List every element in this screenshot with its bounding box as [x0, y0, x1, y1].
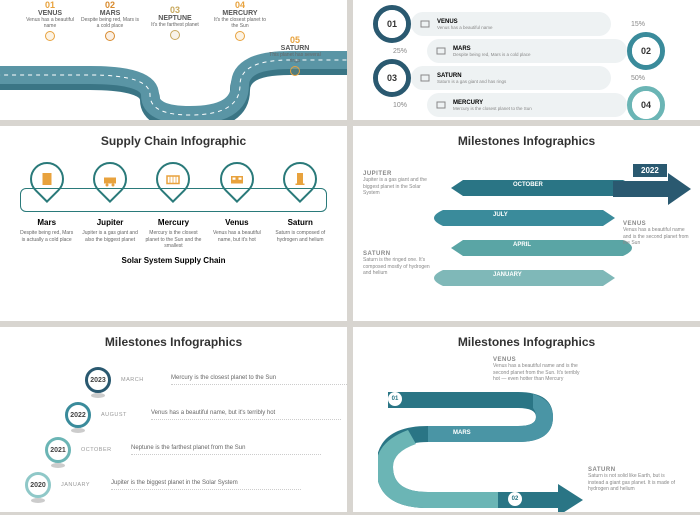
item-icon	[435, 45, 447, 57]
slide-supply-chain: Supply Chain Infographic MarsDespite bei…	[0, 126, 347, 321]
year-row: 2022 AUGUST Venus has a beautiful name, …	[65, 402, 341, 428]
item-icon	[419, 72, 431, 84]
year-badge: 2022	[633, 164, 667, 177]
stage-icon	[291, 170, 309, 188]
slide3-footer: Solar System Supply Chain	[0, 256, 347, 265]
curve-tag: MARS	[453, 430, 471, 436]
milestone-label: SATURNSaturn is the ringed one. It's com…	[363, 251, 433, 277]
year-row: 2020 JANUARY Jupiter is the biggest plan…	[25, 472, 301, 498]
slide4-title: Milestones Infographics	[353, 126, 700, 152]
milestone-label: VENUSVenus has a beautiful name and is t…	[623, 221, 693, 247]
supply-stage-text: JupiterJupiter is a gas giant and also t…	[81, 216, 139, 250]
month-label: JULY	[493, 212, 508, 218]
curve-tag: EARTH	[443, 482, 464, 488]
slide5-title: Milestones Infographics	[0, 327, 347, 353]
stage-icon	[38, 170, 56, 188]
month-label: OCTOBER	[513, 182, 543, 188]
supply-stage-text: MercuryMercury is the closest planet to …	[144, 216, 202, 250]
percentage-row: 10% MERCURYMercury is the closest planet…	[393, 86, 665, 120]
curve-label: SATURNSaturn is not solid like Earth, bu…	[588, 467, 678, 493]
road-stop: 04 MERCURY It's the closest planet to th…	[210, 0, 270, 43]
item-icon	[435, 99, 447, 111]
road-stop: 05 SATURN This planet has several rings	[265, 35, 325, 78]
year-row: 2021 OCTOBER Neptune is the farthest pla…	[45, 437, 321, 463]
item-icon	[419, 18, 431, 30]
month-label: APRIL	[513, 242, 531, 248]
year-row: 2023 MARCH Mercury is the closest planet…	[85, 367, 347, 393]
slide-milestones-serpentine: Milestones Infographics JUPITERJupiter i…	[353, 126, 700, 321]
connector-line	[20, 188, 327, 212]
supply-stage-text: MarsDespite being red, Mars is actually …	[18, 216, 76, 250]
milestone-label: JUPITERJupiter is a gas giant and the bi…	[363, 171, 433, 197]
road-stop: 03 NEPTUNE It's the farthest planet	[145, 5, 205, 42]
slide3-title: Supply Chain Infographic	[0, 126, 347, 152]
supply-stage-text: VenusVenus has a beautiful name, but it'…	[208, 216, 266, 250]
slide-percentage-list: 01 VENUSVenus has a beautiful name 15%25…	[353, 0, 700, 120]
supply-stage-text: SaturnSaturn is composed of hydrogen and…	[271, 216, 329, 250]
stage-icon	[101, 170, 119, 188]
stage-icon	[164, 170, 182, 188]
slide-road-timeline: 01 VENUS Venus has a beautiful name 02 M…	[0, 0, 347, 120]
month-label: JANUARY	[493, 272, 522, 278]
slide-milestones-curve: Milestones Infographics VENUSVenus has a…	[353, 327, 700, 512]
stage-icon	[228, 170, 246, 188]
slide6-title: Milestones Infographics	[353, 327, 700, 353]
slide-milestones-stair: Milestones Infographics 2023 MARCH Mercu…	[0, 327, 347, 512]
road-stop: 02 MARS Despite being red, Mars is a col…	[80, 0, 140, 43]
curve-num: 01	[388, 392, 402, 406]
curve-label: VENUSVenus has a beautiful name and is t…	[493, 357, 583, 383]
curve-num: 02	[508, 492, 522, 506]
road-stop: 01 VENUS Venus has a beautiful name	[20, 0, 80, 43]
curve-arrow	[378, 362, 598, 512]
